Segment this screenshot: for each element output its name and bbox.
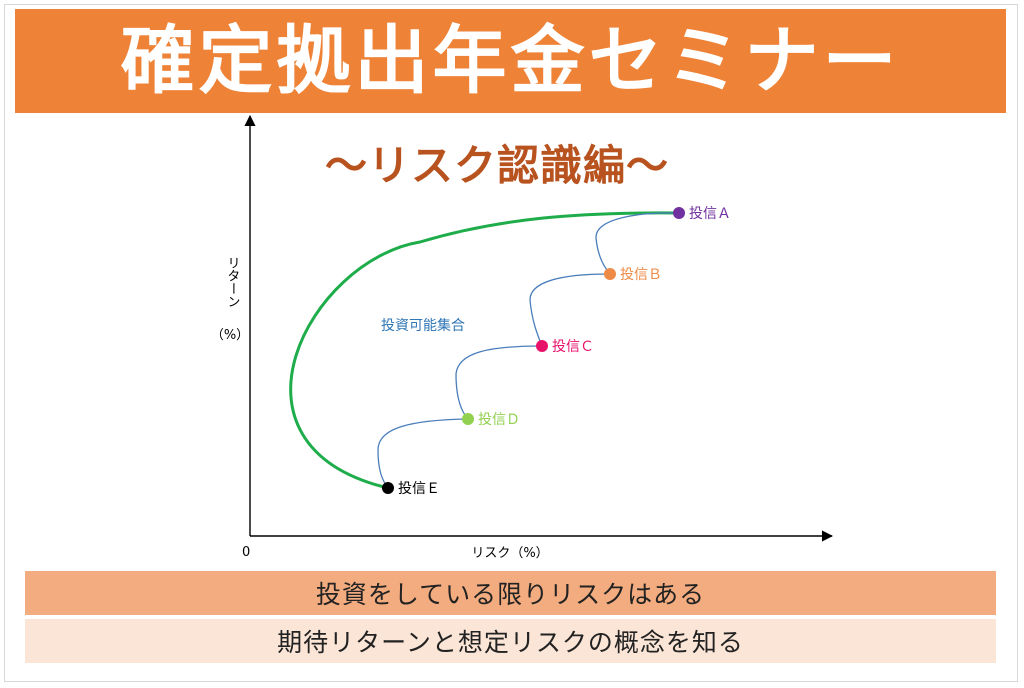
x-axis-label: リスク（%）: [471, 546, 548, 561]
investable-set-label: 投資可能集合: [381, 317, 465, 334]
slide-frame: [4, 4, 1018, 682]
fund-label-d: 投信Ｄ: [478, 412, 520, 428]
title-banner: 確定拠出年金セミナー: [15, 9, 1006, 113]
slide-subtitle: 〜リスク認識編〜: [324, 141, 669, 190]
fund-point-d: [462, 413, 474, 425]
message-2: 期待リターンと想定リスクの概念を知る: [277, 628, 744, 657]
y-axis-label-line1: リターン: [225, 256, 240, 308]
connector-b-c: [529, 273, 611, 347]
fund-label-c: 投信Ｃ: [552, 339, 594, 355]
efficient-frontier-curve: [289, 211, 680, 490]
fund-point-a: [673, 207, 685, 219]
fund-label-a: 投信Ａ: [689, 206, 731, 222]
connector-d-e: [377, 418, 469, 489]
y-axis-label-line2: （%）: [211, 328, 249, 343]
message-1: 投資をしている限りリスクはある: [315, 580, 706, 609]
fund-label-e: 投信Ｅ: [398, 481, 440, 497]
slide-title: 確定拠出年金セミナー: [120, 18, 901, 104]
message-bar-1: 投資をしている限りリスクはある: [25, 571, 996, 615]
message-bar-2: 期待リターンと想定リスクの概念を知る: [25, 619, 996, 663]
fund-point-c: [536, 340, 548, 352]
fund-point-b: [604, 268, 616, 280]
connector-a-b: [595, 212, 680, 275]
fund-point-e: [382, 482, 394, 494]
fund-label-b: 投信Ｂ: [620, 267, 662, 283]
connector-c-d: [455, 345, 543, 420]
fund-points: 投信Ａ 投信Ｂ 投信Ｃ 投信Ｄ 投信Ｅ: [382, 206, 731, 497]
origin-label: 0: [242, 545, 250, 560]
